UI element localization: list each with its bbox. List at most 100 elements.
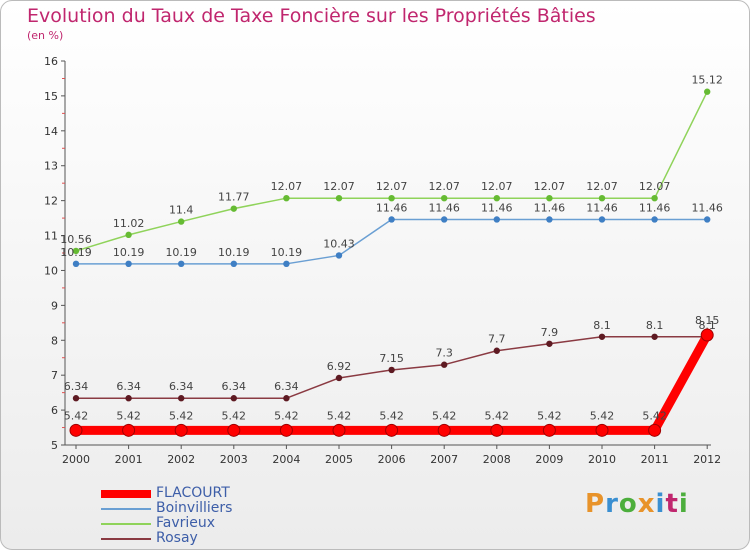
data-label-favrieux: 11.4 xyxy=(169,204,194,217)
series-boinvilliers: 10.19 10.19 10.19 10.19 10.19 10.43 11.46 11.46… xyxy=(60,201,723,268)
data-point-flacourt xyxy=(542,423,556,437)
data-point-favrieux xyxy=(546,194,553,202)
data-point-rosay xyxy=(283,395,290,402)
data-label-boinvilliers: 10.19 xyxy=(165,246,197,259)
data-point-boinvilliers xyxy=(388,216,395,223)
data-point-boinvilliers xyxy=(178,260,185,268)
series-line-favrieux xyxy=(75,91,708,252)
logo-letter: r xyxy=(605,489,619,519)
data-label-rosay: 6.34 xyxy=(274,380,299,393)
data-point-boinvilliers xyxy=(598,216,606,223)
data-point-favrieux xyxy=(598,194,606,202)
data-point-flacourt xyxy=(69,423,83,437)
data-point-flacourt xyxy=(122,423,136,437)
data-point-favrieux xyxy=(125,231,132,239)
data-point-flacourt xyxy=(279,423,293,437)
data-point-rosay xyxy=(441,361,448,368)
data-point-favrieux xyxy=(178,218,185,225)
legend-swatch-boinvilliers xyxy=(101,508,151,510)
data-point-favrieux xyxy=(283,194,290,202)
data-label-flacourt: 5.42 xyxy=(642,409,667,422)
data-label-boinvilliers: 11.46 xyxy=(691,201,723,214)
data-point-flacourt xyxy=(595,423,609,437)
data-label-rosay: 6.34 xyxy=(169,380,194,393)
data-label-rosay: 7.7 xyxy=(488,333,506,346)
data-label-favrieux: 12.07 xyxy=(534,180,566,193)
data-label-rosay: 6.34 xyxy=(116,380,141,393)
data-point-rosay xyxy=(125,395,132,402)
x-tick-label: 2003 xyxy=(220,453,248,466)
data-point-flacourt xyxy=(174,423,188,437)
y-tick-label: 8 xyxy=(51,334,58,347)
data-label-rosay: 6.34 xyxy=(64,380,89,393)
data-point-boinvilliers xyxy=(230,260,237,268)
data-label-favrieux: 15.12 xyxy=(691,74,723,87)
data-label-flacourt: 5.42 xyxy=(327,409,352,422)
y-tick-label: 5 xyxy=(51,439,58,452)
data-point-boinvilliers xyxy=(546,216,553,223)
x-tick-label: 2009 xyxy=(535,453,563,466)
data-label-rosay: 7.9 xyxy=(541,326,559,339)
data-label-rosay: 7.15 xyxy=(379,352,404,365)
data-point-boinvilliers xyxy=(493,216,500,223)
data-label-boinvilliers: 10.19 xyxy=(218,246,250,259)
data-point-flacourt xyxy=(437,423,451,437)
data-label-boinvilliers: 11.46 xyxy=(534,201,566,214)
data-point-boinvilliers xyxy=(283,260,290,268)
data-point-favrieux xyxy=(388,194,395,202)
data-point-favrieux xyxy=(651,194,658,202)
data-label-rosay: 7.3 xyxy=(435,347,453,360)
x-tick-label: 2011 xyxy=(641,453,669,466)
y-tick-label: 7 xyxy=(51,369,58,382)
data-label-favrieux: 11.77 xyxy=(218,191,250,204)
data-point-rosay xyxy=(388,366,395,374)
proxiti-logo: Proxiti xyxy=(585,489,689,519)
data-label-flacourt: 5.42 xyxy=(222,409,247,422)
series-favrieux: 10.56 11.02 11.4 11.77 12.07 12.07 12.07 12.07 1… xyxy=(60,74,723,255)
legend-label-favrieux: Favrieux xyxy=(156,515,216,531)
data-label-flacourt: 5.42 xyxy=(379,409,404,422)
logo-letter: o xyxy=(618,489,638,519)
data-point-boinvilliers xyxy=(72,260,80,268)
data-point-rosay xyxy=(178,395,185,402)
data-label-rosay: 8.1 xyxy=(646,319,664,332)
data-label-rosay: 6.92 xyxy=(327,360,352,373)
y-tick-label: 13 xyxy=(44,160,58,173)
data-point-favrieux xyxy=(441,194,448,202)
y-tick-label: 9 xyxy=(51,299,58,312)
data-label-boinvilliers: 11.46 xyxy=(639,201,671,214)
x-tick-label: 2000 xyxy=(62,453,90,466)
legend-swatch-rosay xyxy=(101,538,151,540)
data-label-boinvilliers: 11.46 xyxy=(481,201,513,214)
data-label-flacourt: 5.42 xyxy=(116,409,141,422)
data-point-favrieux xyxy=(335,194,343,202)
data-point-rosay xyxy=(651,333,658,340)
data-label-favrieux: 10.56 xyxy=(60,233,92,246)
data-label-boinvilliers: 10.43 xyxy=(323,237,355,250)
y-tick-label: 15 xyxy=(44,90,58,103)
data-point-flacourt xyxy=(490,423,504,437)
data-point-rosay xyxy=(493,347,500,354)
data-point-favrieux xyxy=(230,205,237,212)
series-rosay: 6.34 6.34 6.34 6.34 6.34 6.92 7.15 7.3 7.7 7.9 8.1… xyxy=(64,319,716,402)
y-tick-label: 11 xyxy=(44,230,58,243)
x-tick-label: 2010 xyxy=(588,453,616,466)
data-point-rosay xyxy=(72,395,80,402)
data-label-favrieux: 12.07 xyxy=(639,180,671,193)
logo-letter: x xyxy=(637,489,656,519)
data-point-flacourt xyxy=(385,423,399,437)
x-tick-label: 2005 xyxy=(325,453,353,466)
x-tick-label: 2008 xyxy=(483,453,511,466)
data-label-favrieux: 12.07 xyxy=(586,180,618,193)
data-label-flacourt: 5.42 xyxy=(537,409,562,422)
y-axis-unit: (en %) xyxy=(27,29,64,42)
logo-letter: t xyxy=(665,489,679,519)
logo-letter: P xyxy=(585,489,606,519)
data-label-favrieux: 11.02 xyxy=(113,217,145,230)
data-label-favrieux: 12.07 xyxy=(428,180,460,193)
data-point-rosay xyxy=(335,374,343,382)
data-point-flacourt xyxy=(700,328,714,342)
data-label-favrieux: 12.07 xyxy=(323,180,355,193)
data-label-boinvilliers: 11.46 xyxy=(428,201,460,214)
legend-label-flacourt: FLACOURT xyxy=(156,485,230,501)
